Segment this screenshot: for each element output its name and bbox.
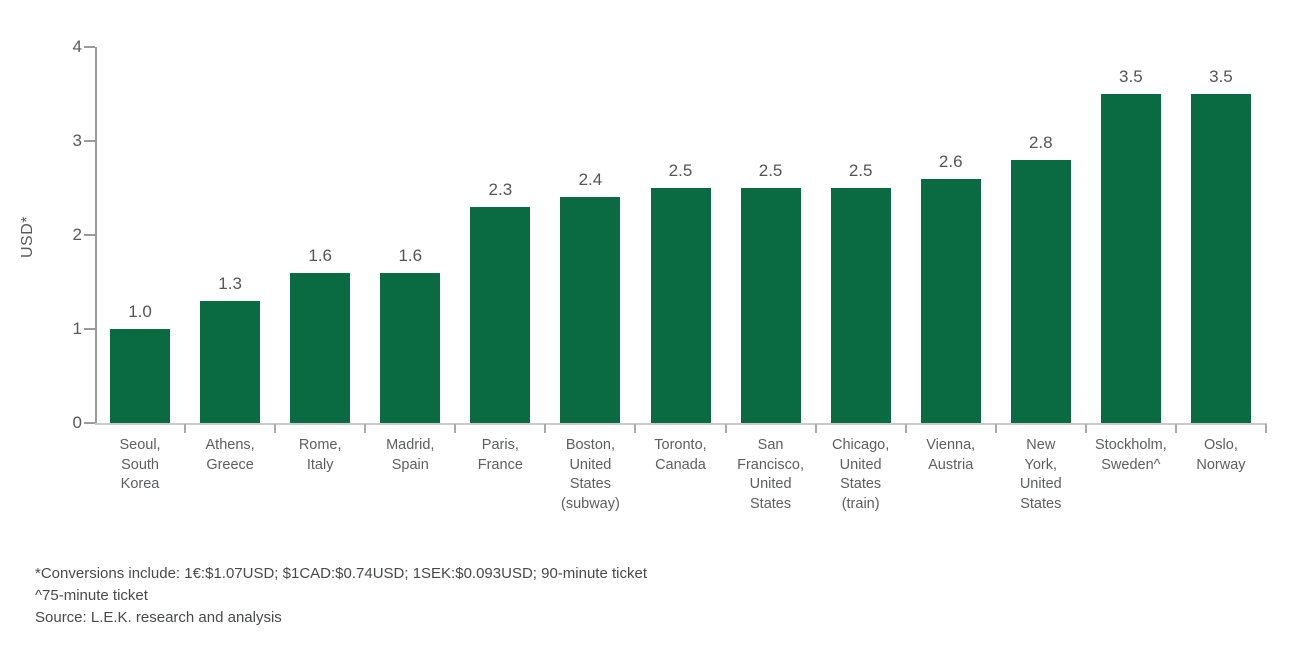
bar [380, 272, 441, 423]
x-axis-category-label: Stockholm, Sweden^ [1095, 437, 1167, 473]
x-axis-category-label: Rome, Italy [298, 437, 342, 473]
x-axis-category-label: Athens, Greece [205, 437, 255, 473]
x-axis-tick [1084, 424, 1087, 433]
x-axis-tick [814, 424, 817, 433]
bar [290, 272, 351, 423]
x-axis-category-label: Oslo, Norway [1196, 437, 1246, 473]
x-axis-category-label: Madrid, Spain [386, 437, 435, 473]
y-axis-tick-label: 1 [72, 319, 82, 338]
x-axis-category-label: Chicago, United States (train) [832, 437, 890, 512]
x-axis-category-label: Toronto, Canada [654, 437, 707, 473]
x-axis-tick [544, 424, 547, 433]
y-axis-tick-label: 2 [72, 225, 82, 244]
x-axis-tick [274, 424, 277, 433]
bar-value-label: 1.6 [308, 245, 332, 265]
bar-value-label: 2.5 [668, 161, 693, 180]
footnote-source: Source: L.E.K. research and analysis [35, 609, 282, 626]
x-axis-tick [904, 424, 907, 433]
bar [1190, 94, 1251, 423]
x-axis-tick [1265, 424, 1267, 433]
bar [1010, 159, 1071, 423]
footnote-75-minute-ticket: ^75-minute ticket [35, 587, 148, 604]
y-axis-tick [84, 234, 95, 236]
bar-value-label: 2.6 [938, 151, 963, 171]
x-axis-line [95, 423, 1267, 425]
footnote-conversions: *Conversions include: 1€:$1.07USD; $1CAD… [35, 565, 647, 582]
x-axis-category-label: Boston, United States (subway) [560, 437, 620, 512]
y-axis-tick [84, 140, 95, 142]
y-axis-tick [84, 328, 95, 330]
x-axis-tick [364, 424, 367, 433]
y-axis-tick-label: 0 [72, 413, 82, 432]
x-axis-category-label: New York, United States [1019, 437, 1062, 512]
x-axis-tick [994, 424, 997, 433]
bar-value-label: 2.5 [758, 161, 783, 180]
bar [830, 188, 891, 423]
bar-value-label: 1.6 [398, 245, 423, 265]
y-axis-tick [84, 422, 95, 424]
bar-value-label: 3.5 [1209, 67, 1233, 86]
bar [920, 178, 981, 423]
plot-area: USD* 0 1 2 3 4 1.0 Seoul, South Korea 1.3 Athens… [19, 37, 1267, 512]
x-axis-tick [634, 424, 637, 433]
bar [200, 300, 261, 423]
y-axis-title: USD* [19, 215, 36, 259]
bar-value-label: 1.0 [128, 302, 152, 321]
x-axis-tick [724, 424, 727, 433]
bar-value-label: 1.3 [218, 273, 242, 293]
bar-value-label: 2.3 [488, 179, 513, 199]
y-axis-tick-label: 3 [72, 131, 82, 150]
bar [560, 197, 621, 423]
x-axis-tick [454, 424, 457, 433]
bar [1100, 94, 1161, 423]
bar [110, 329, 171, 423]
x-axis-tick [1174, 424, 1177, 433]
x-axis-category-label: Vienna, Austria [926, 437, 976, 473]
bar [740, 188, 801, 423]
y-axis-line [95, 47, 97, 424]
y-axis-tick-label: 4 [72, 37, 82, 56]
x-axis-tick [184, 424, 187, 433]
x-axis-category-label: Seoul, South Korea [119, 437, 161, 492]
bar-value-label: 2.4 [578, 170, 603, 190]
y-axis-tick [84, 46, 95, 48]
footnotes: *Conversions include: 1€:$1.07USD; $1CAD… [35, 563, 1035, 629]
bar [650, 188, 711, 423]
bar-value-label: 2.8 [1028, 132, 1053, 152]
bar [470, 206, 531, 423]
x-axis-category-label: Paris, France [477, 437, 523, 473]
x-axis-category-label: San Francisco, United States [737, 437, 804, 512]
bar-value-label: 2.5 [848, 161, 873, 180]
bar-value-label: 3.5 [1119, 67, 1143, 86]
